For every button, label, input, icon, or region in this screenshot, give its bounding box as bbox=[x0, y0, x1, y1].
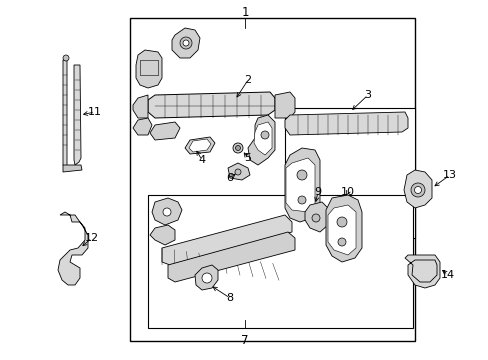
Polygon shape bbox=[150, 225, 175, 245]
Text: 5: 5 bbox=[244, 153, 251, 163]
Circle shape bbox=[410, 183, 424, 197]
Circle shape bbox=[180, 37, 192, 49]
Circle shape bbox=[235, 169, 241, 175]
Circle shape bbox=[63, 55, 69, 61]
Circle shape bbox=[183, 40, 189, 46]
Polygon shape bbox=[285, 148, 319, 222]
Text: 13: 13 bbox=[442, 170, 456, 180]
Circle shape bbox=[296, 170, 306, 180]
Polygon shape bbox=[404, 255, 439, 288]
Bar bbox=[130, 18, 414, 341]
Polygon shape bbox=[150, 122, 180, 140]
Text: 12: 12 bbox=[85, 233, 99, 243]
Polygon shape bbox=[285, 112, 407, 135]
Text: 9: 9 bbox=[314, 187, 321, 197]
Polygon shape bbox=[305, 202, 327, 232]
Polygon shape bbox=[403, 170, 431, 208]
Polygon shape bbox=[184, 137, 215, 154]
Bar bbox=[285, 108, 414, 238]
Polygon shape bbox=[148, 92, 274, 118]
Polygon shape bbox=[58, 212, 88, 285]
Polygon shape bbox=[133, 118, 152, 135]
Polygon shape bbox=[152, 198, 182, 225]
Text: 11: 11 bbox=[88, 107, 102, 117]
Polygon shape bbox=[274, 92, 294, 118]
Polygon shape bbox=[136, 50, 162, 88]
Text: 3: 3 bbox=[364, 90, 371, 100]
Circle shape bbox=[336, 217, 346, 227]
Circle shape bbox=[202, 273, 212, 283]
Circle shape bbox=[163, 208, 171, 216]
Circle shape bbox=[311, 214, 319, 222]
Polygon shape bbox=[247, 115, 274, 165]
Text: 4: 4 bbox=[198, 155, 205, 165]
Polygon shape bbox=[189, 139, 210, 152]
Polygon shape bbox=[227, 163, 249, 180]
Polygon shape bbox=[168, 232, 294, 282]
Polygon shape bbox=[172, 28, 200, 58]
Circle shape bbox=[297, 196, 305, 204]
Circle shape bbox=[232, 143, 243, 153]
Polygon shape bbox=[325, 195, 361, 262]
Text: 2: 2 bbox=[244, 75, 251, 85]
Circle shape bbox=[337, 238, 346, 246]
Polygon shape bbox=[253, 122, 271, 155]
Circle shape bbox=[235, 145, 240, 150]
Polygon shape bbox=[63, 165, 82, 172]
Text: 14: 14 bbox=[440, 270, 454, 280]
Text: 10: 10 bbox=[340, 187, 354, 197]
Text: 7: 7 bbox=[241, 333, 248, 346]
Text: 6: 6 bbox=[226, 173, 233, 183]
Text: 8: 8 bbox=[226, 293, 233, 303]
Polygon shape bbox=[162, 215, 291, 265]
Polygon shape bbox=[195, 265, 218, 290]
Polygon shape bbox=[327, 205, 355, 255]
Circle shape bbox=[261, 131, 268, 139]
Polygon shape bbox=[133, 95, 148, 118]
Polygon shape bbox=[285, 158, 314, 212]
Text: 1: 1 bbox=[241, 5, 248, 18]
Polygon shape bbox=[74, 65, 81, 165]
Circle shape bbox=[414, 186, 421, 193]
Polygon shape bbox=[63, 60, 67, 168]
Bar bbox=[148, 195, 412, 328]
